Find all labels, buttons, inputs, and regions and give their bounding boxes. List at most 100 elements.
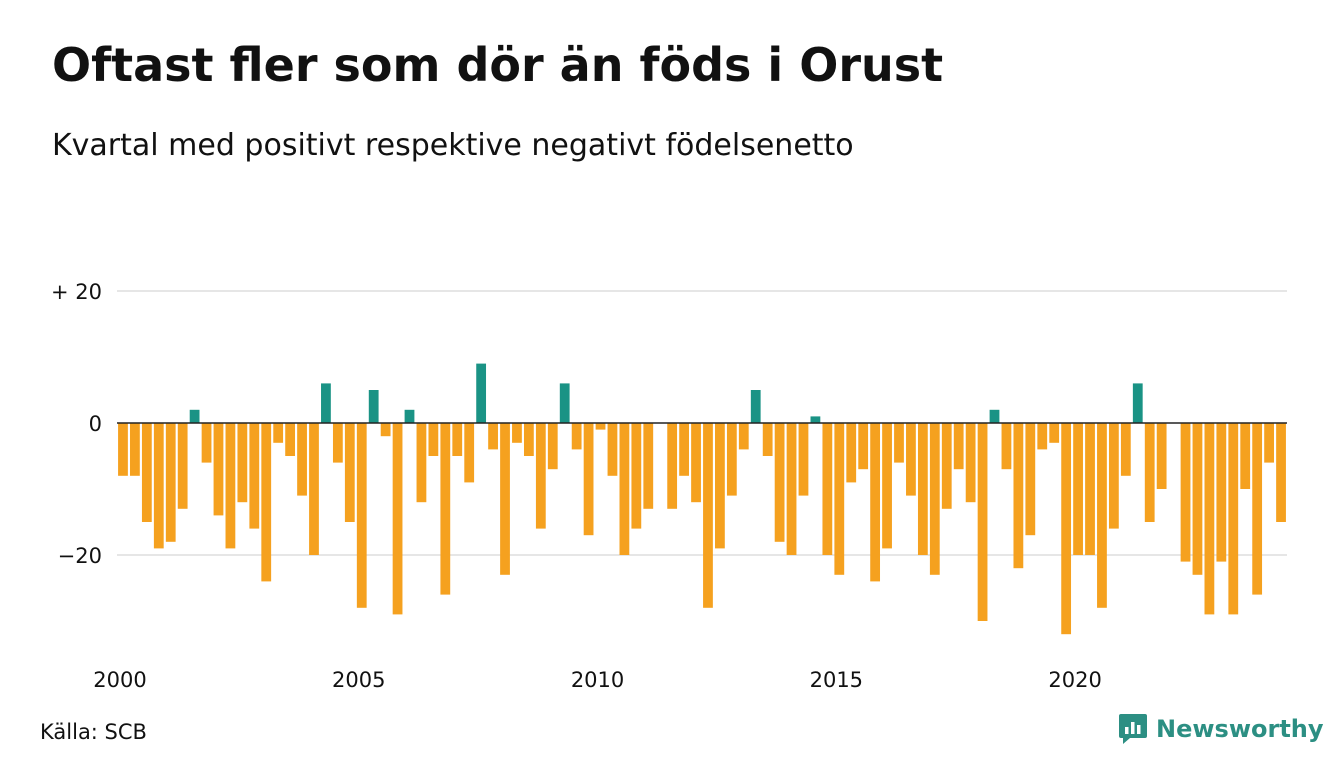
bar-negative <box>965 423 976 503</box>
bar-negative <box>130 423 140 476</box>
bar-negative <box>571 423 582 450</box>
x-tick-label: 2000 <box>93 668 146 692</box>
bar-negative <box>619 423 630 555</box>
bar-negative <box>1097 423 1107 608</box>
bar-negative <box>1228 423 1239 615</box>
bar-negative <box>285 423 296 456</box>
bar-negative <box>1156 423 1167 489</box>
bar-layer <box>118 363 1286 635</box>
bar-negative <box>1013 423 1024 569</box>
chart-title: Oftast fler som dör än föds i Orust <box>52 38 944 92</box>
bar-negative <box>882 423 892 549</box>
brand-name: Newsworthy <box>1156 715 1324 743</box>
bar-negative <box>953 423 964 470</box>
bar-negative <box>225 423 236 549</box>
bar-negative <box>1144 423 1155 522</box>
bar-negative <box>1025 423 1036 536</box>
bar-negative <box>547 423 558 470</box>
bar-positive <box>559 383 570 423</box>
bar-negative <box>1216 423 1227 562</box>
bar-negative <box>941 423 952 509</box>
x-tick-label: 2015 <box>810 668 863 692</box>
bar-negative <box>1001 423 1012 470</box>
bar-negative <box>726 423 737 496</box>
chart-subtitle: Kvartal med positivt respektive negativt… <box>52 128 854 163</box>
bar-negative <box>894 423 904 463</box>
y-tick-label: + 20 <box>51 280 102 304</box>
bar-negative <box>738 423 749 450</box>
x-tick-label: 2020 <box>1048 668 1101 692</box>
bar-negative <box>822 423 833 555</box>
bar-negative <box>512 423 522 443</box>
bar-negative <box>464 423 475 483</box>
bar-negative <box>595 423 606 430</box>
bar-negative <box>667 423 678 509</box>
y-tick-label: −20 <box>58 544 102 568</box>
bar-negative <box>177 423 188 509</box>
bar-negative <box>607 423 618 476</box>
bar-negative <box>249 423 260 529</box>
bar-negative <box>1049 423 1060 443</box>
bar-negative <box>1120 423 1131 476</box>
bar-negative <box>523 423 534 456</box>
bar-positive <box>1132 383 1143 423</box>
bar-negative <box>141 423 152 522</box>
bar-negative <box>356 423 367 608</box>
bar-negative <box>165 423 176 542</box>
bar-negative <box>440 423 451 595</box>
x-tick-label: 2010 <box>571 668 624 692</box>
bar-negative <box>1252 423 1263 595</box>
bar-negative <box>213 423 224 516</box>
bar-negative <box>906 423 916 496</box>
bar-negative <box>762 423 773 456</box>
bar-negative <box>774 423 785 542</box>
bar-negative <box>834 423 845 575</box>
newsworthy-logo-icon <box>1119 714 1147 744</box>
bar-negative <box>261 423 272 582</box>
bar-negative <box>297 423 307 496</box>
bar-positive <box>368 390 379 423</box>
bar-negative <box>1180 423 1191 562</box>
bar-negative <box>786 423 797 555</box>
bar-negative <box>500 423 510 575</box>
bar-positive <box>989 409 1000 423</box>
bar-negative <box>344 423 355 522</box>
brand-logo[interactable]: Newsworthy <box>1118 712 1324 746</box>
bar-negative <box>917 423 928 555</box>
bar-negative <box>452 423 463 456</box>
bar-negative <box>1192 423 1203 575</box>
source-note: Källa: SCB <box>40 720 147 744</box>
bar-chart: + 20 0 −20 2000 2005 2010 2015 2020 <box>51 280 1287 692</box>
bar-negative <box>380 423 391 437</box>
bar-negative <box>583 423 594 536</box>
bar-positive <box>321 383 331 423</box>
bar-negative <box>416 423 427 503</box>
bar-positive <box>476 363 487 423</box>
bar-negative <box>488 423 498 450</box>
bar-negative <box>1240 423 1251 489</box>
bar-negative <box>870 423 881 582</box>
bar-negative <box>631 423 642 529</box>
x-tick-label: 2005 <box>332 668 385 692</box>
bar-negative <box>535 423 546 529</box>
bar-negative <box>1108 423 1119 529</box>
bar-negative <box>1085 423 1095 555</box>
bar-negative <box>798 423 809 496</box>
bar-negative <box>1061 423 1072 635</box>
bar-negative <box>428 423 439 456</box>
bar-negative <box>332 423 343 463</box>
axis-layer: + 20 0 −20 2000 2005 2010 2015 2020 <box>51 280 1287 692</box>
bar-negative <box>691 423 701 503</box>
bar-negative <box>679 423 689 476</box>
bar-negative <box>237 423 248 503</box>
bar-negative <box>929 423 940 575</box>
bar-positive <box>189 409 200 423</box>
bar-negative <box>977 423 988 621</box>
bar-negative <box>715 423 725 549</box>
bar-positive <box>750 390 761 423</box>
bar-negative <box>846 423 857 483</box>
bar-negative <box>1073 423 1083 555</box>
bar-positive <box>810 416 821 423</box>
bar-negative <box>858 423 869 470</box>
bar-negative <box>392 423 403 615</box>
